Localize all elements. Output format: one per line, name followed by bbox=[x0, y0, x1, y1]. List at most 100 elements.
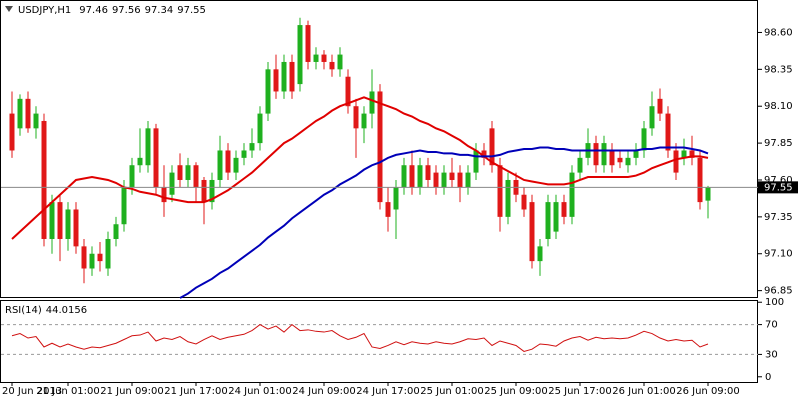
candle-body bbox=[249, 143, 255, 151]
x-tick-label: 25 Jun 09:00 bbox=[484, 386, 548, 397]
candle-body bbox=[209, 179, 215, 203]
rsi-tick-label: 100 bbox=[765, 297, 784, 308]
plot-area bbox=[1, 17, 758, 355]
symbol: USDJPY,H1 bbox=[18, 5, 71, 16]
x-tick-label: 21 Jun 17:00 bbox=[164, 386, 228, 397]
x-tick-label: 20 Jun 2013 bbox=[2, 386, 62, 397]
x-tick-label: 25 Jun 01:00 bbox=[420, 386, 484, 397]
current-price-label: 97.55 bbox=[764, 182, 793, 193]
rsi-value: 44.0156 bbox=[46, 305, 87, 316]
candle-body bbox=[337, 54, 343, 70]
candle-body bbox=[681, 150, 687, 158]
candle-body bbox=[609, 150, 615, 166]
candle-body bbox=[553, 202, 559, 232]
candle-body bbox=[305, 25, 311, 62]
candle-body bbox=[161, 187, 167, 203]
rsi-tick-label: 70 bbox=[765, 320, 778, 331]
candle-body bbox=[545, 202, 551, 239]
candle-body bbox=[33, 113, 39, 129]
y-tick-label: 98.60 bbox=[764, 27, 793, 38]
y-tick-label: 97.35 bbox=[764, 212, 793, 223]
x-tick-label: 26 Jun 09:00 bbox=[676, 386, 740, 397]
candle-body bbox=[169, 172, 175, 195]
candle-body bbox=[665, 113, 671, 151]
candle-body bbox=[265, 69, 271, 114]
candle-body bbox=[65, 209, 71, 239]
candle-body bbox=[233, 157, 239, 173]
candle-body bbox=[521, 194, 527, 210]
candle-body bbox=[353, 106, 359, 129]
y-tick-label: 97.85 bbox=[764, 138, 793, 149]
x-tick-label: 24 Jun 09:00 bbox=[292, 386, 356, 397]
candle-body bbox=[433, 172, 439, 188]
current-price-box bbox=[758, 181, 798, 194]
candle-body bbox=[393, 187, 399, 210]
candle-body bbox=[505, 179, 511, 217]
candle-body bbox=[297, 25, 303, 85]
candle-body bbox=[649, 106, 655, 129]
close-value: 97.55 bbox=[177, 5, 206, 16]
candle-body bbox=[145, 128, 151, 166]
x-tick-label: 24 Jun 01:00 bbox=[228, 386, 292, 397]
candle-body bbox=[281, 61, 287, 92]
candle-body bbox=[73, 209, 79, 247]
candle-body bbox=[201, 179, 207, 203]
chart-header: USDJPY,H1 97.46 97.56 97.34 97.55 bbox=[18, 5, 206, 16]
candle-body bbox=[385, 202, 391, 217]
candle-body bbox=[273, 69, 279, 92]
candle-body bbox=[481, 150, 487, 158]
symbol-icon bbox=[5, 6, 13, 12]
candle-body bbox=[41, 120, 47, 239]
candle-body bbox=[137, 157, 143, 166]
candle-body bbox=[241, 150, 247, 158]
candle-body bbox=[449, 172, 455, 180]
candle-body bbox=[537, 246, 543, 262]
candle-body bbox=[617, 157, 623, 163]
candle-body bbox=[601, 143, 607, 166]
y-tick-label: 96.85 bbox=[764, 286, 793, 297]
rsi-tick-label: 0 bbox=[765, 372, 771, 383]
candle-body bbox=[657, 98, 663, 114]
candle-body bbox=[113, 224, 119, 239]
x-tick-label: 21 Jun 01:00 bbox=[36, 386, 100, 397]
x-tick-label: 25 Jun 17:00 bbox=[548, 386, 612, 397]
rsi-name: RSI(14) bbox=[5, 305, 42, 316]
candle-body bbox=[633, 150, 639, 158]
candle-body bbox=[497, 165, 503, 217]
candle-body bbox=[17, 98, 23, 129]
candle-body bbox=[225, 150, 231, 173]
candle-body bbox=[9, 113, 15, 151]
candle-body bbox=[425, 165, 431, 180]
candle-body bbox=[577, 157, 583, 173]
rsi-header: RSI(14) 44.0156 bbox=[5, 305, 87, 316]
candle-body bbox=[401, 165, 407, 188]
candle-body bbox=[417, 165, 423, 188]
x-tick-label: 24 Jun 17:00 bbox=[356, 386, 420, 397]
candle-body bbox=[465, 172, 471, 188]
y-tick-label: 97.10 bbox=[764, 249, 793, 260]
y-tick-label: 98.35 bbox=[764, 64, 793, 75]
candle-body bbox=[177, 165, 183, 180]
rsi-line bbox=[11, 323, 709, 352]
candle-body bbox=[409, 165, 415, 188]
y-tick-label: 97.60 bbox=[764, 175, 793, 186]
low-value: 97.34 bbox=[145, 5, 174, 16]
candle-body bbox=[689, 150, 695, 158]
candle-body bbox=[129, 165, 135, 188]
moving-average bbox=[11, 96, 709, 240]
candle-body bbox=[369, 91, 375, 114]
moving-average bbox=[179, 146, 709, 299]
candle-body bbox=[89, 253, 95, 269]
candle-body bbox=[593, 143, 599, 166]
open-value: 97.46 bbox=[79, 5, 108, 16]
candle-body bbox=[329, 61, 335, 70]
x-tick-label: 21 Jun 09:00 bbox=[100, 386, 164, 397]
candle-body bbox=[697, 157, 703, 203]
candle-body bbox=[121, 187, 127, 225]
candle-body bbox=[257, 113, 263, 144]
candle-body bbox=[569, 172, 575, 217]
candle-body bbox=[441, 172, 447, 188]
candle-body bbox=[81, 246, 87, 269]
candle-body bbox=[321, 54, 327, 62]
x-tick-label: 26 Jun 01:00 bbox=[612, 386, 676, 397]
